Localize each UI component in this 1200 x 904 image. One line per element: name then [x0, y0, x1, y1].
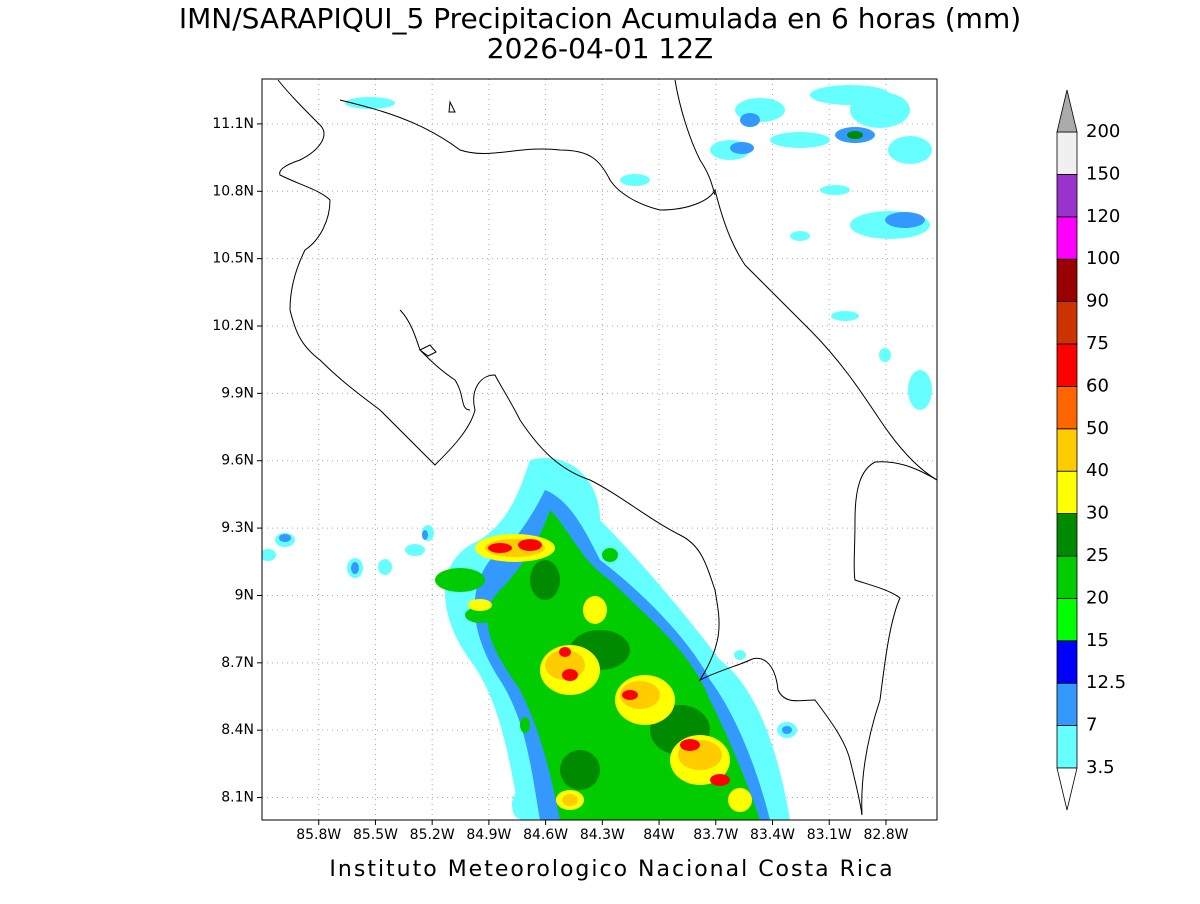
lat-tick-label: 8.7N	[221, 655, 254, 671]
footer: Instituto Meteorologico Nacional Costa R…	[329, 857, 894, 882]
grid	[262, 79, 937, 820]
lon-tick-label: 84.3W	[580, 827, 625, 843]
colorbar-label: 15	[1086, 630, 1109, 651]
colorbar-label: 120	[1086, 206, 1120, 227]
lon-tick-label: 84.6W	[523, 827, 568, 843]
colorbar-box	[1056, 343, 1078, 387]
lon-tick-label: 84.9W	[466, 827, 511, 843]
colorbar: 3.5 7 12.5 15 20 25 30 40 50 60 75 90 100 120 150 200	[1056, 89, 1126, 811]
lat-tick-label: 10.5N	[212, 251, 254, 267]
colorbar-label: 25	[1086, 545, 1109, 566]
lon-tick-label: 85.2W	[410, 827, 455, 843]
colorbar-label: 90	[1086, 291, 1109, 312]
lat-tick-label: 9.3N	[221, 520, 254, 536]
colorbar-label: 50	[1086, 418, 1109, 439]
lat-tick-label: 8.1N	[221, 790, 254, 806]
colorbar-label: 3.5	[1086, 757, 1115, 778]
colorbar-label: 20	[1086, 587, 1109, 608]
colorbar-box	[1056, 513, 1078, 557]
colorbar-box	[1056, 173, 1078, 218]
title: IMN/SARAPIQUI_5 Precipitacion Acumulada …	[179, 2, 1021, 35]
colorbar-label: 30	[1086, 503, 1109, 524]
lat-tick-label: 9.6N	[221, 453, 254, 469]
colorbar-label: 60	[1086, 375, 1109, 396]
colorbar-box	[1056, 131, 1078, 175]
lon-tick-label: 83.4W	[750, 827, 795, 843]
colorbar-box	[1056, 640, 1078, 684]
lon-tick-label: 85.5W	[353, 827, 398, 843]
colorbar-label: 40	[1086, 460, 1109, 481]
colorbar-box	[1056, 428, 1078, 472]
lat-tick-label: 9N	[235, 587, 254, 603]
colorbar-box	[1056, 385, 1078, 430]
lon-tick-label: 82.8W	[863, 827, 908, 843]
lon-tick-label: 84W	[643, 827, 675, 843]
colorbar-box	[1056, 301, 1078, 345]
colorbar-under	[1056, 767, 1078, 811]
coastlines	[277, 79, 937, 816]
colorbar-box	[1056, 216, 1078, 260]
colorbar-label: 200	[1086, 121, 1120, 142]
map-frame	[261, 78, 938, 821]
colorbar-label: 100	[1086, 248, 1120, 269]
colorbar-box	[1056, 555, 1078, 599]
axis-ticks: 85.8W 85.5W 85.2W 84.9W 84.6W 84.3W 84W 83.7W 83…	[212, 116, 908, 843]
colorbar-box	[1056, 470, 1078, 515]
colorbar-box	[1056, 682, 1078, 727]
colorbar-label: 150	[1086, 163, 1120, 184]
colorbar-box	[1056, 258, 1078, 303]
lat-tick-label: 10.2N	[212, 318, 254, 334]
colorbar-box	[1056, 725, 1078, 769]
colorbar-label: 7	[1086, 715, 1097, 736]
subtitle: 2026-04-01 12Z	[487, 32, 713, 65]
lon-tick-label: 83.1W	[807, 827, 852, 843]
colorbar-over	[1056, 89, 1078, 133]
lon-tick-label: 83.7W	[693, 827, 738, 843]
colorbar-label: 75	[1086, 333, 1109, 354]
lat-tick-label: 11.1N	[212, 116, 254, 132]
lat-tick-label: 9.9N	[221, 385, 254, 401]
colorbar-box	[1056, 598, 1078, 642]
lon-tick-label: 85.8W	[296, 827, 341, 843]
lat-tick-label: 8.4N	[221, 722, 254, 738]
colorbar-label: 12.5	[1086, 672, 1126, 693]
lat-tick-label: 10.8N	[212, 183, 254, 199]
precipitation	[262, 85, 932, 820]
